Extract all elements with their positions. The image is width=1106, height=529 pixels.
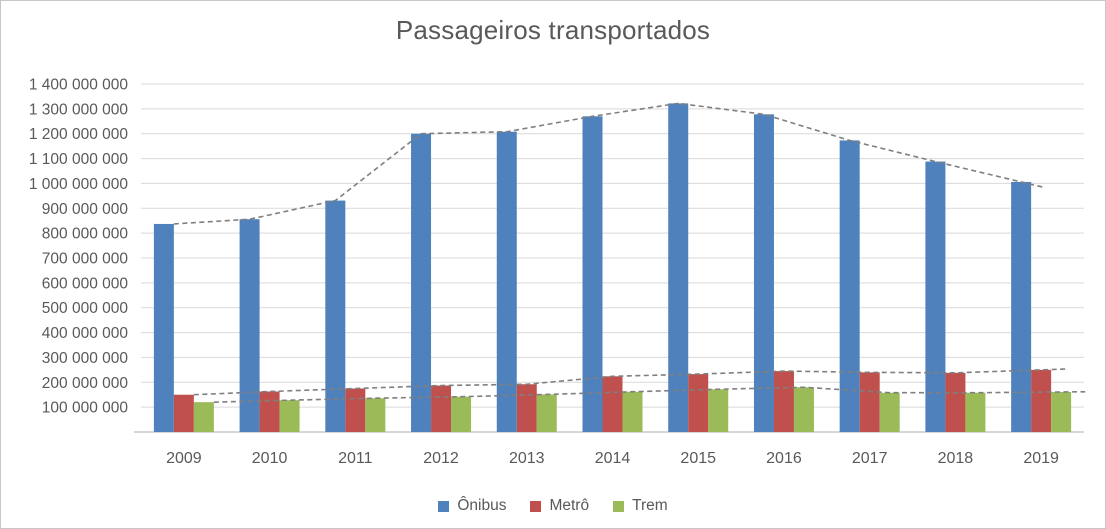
- bar-metrô-2015: [688, 374, 709, 432]
- bar-trem-2019: [1051, 391, 1072, 432]
- bar-metrô-2014: [602, 376, 623, 432]
- chart-title: Passageiros transportados: [395, 15, 711, 45]
- trendline-trem: [213, 386, 1086, 403]
- y-axis-tick-label: 1 300 000 000: [29, 101, 129, 118]
- onibus-swatch-icon: [438, 500, 450, 512]
- y-axis-tick-label: 300 000 000: [42, 350, 129, 367]
- x-axis-tick-label: 2012: [423, 450, 459, 467]
- y-axis-tick-label: 700 000 000: [42, 251, 129, 268]
- bar-ônibus-2010: [239, 219, 260, 432]
- legend-item-onibus: Ônibus: [438, 497, 506, 515]
- bar-ônibus-2013: [496, 131, 517, 432]
- bar-metrô-2018: [945, 372, 966, 432]
- y-axis-tick-label: 800 000 000: [42, 226, 129, 243]
- x-axis-tick-label: 2019: [1023, 450, 1059, 467]
- bar-trem-2012: [451, 396, 472, 432]
- x-axis-tick-label: 2013: [509, 450, 545, 467]
- bar-trem-2017: [879, 392, 900, 432]
- y-axis-tick-label: 200 000 000: [42, 375, 129, 392]
- y-axis-tick-label: 1 000 000 000: [29, 176, 129, 193]
- bar-trem-2016: [793, 387, 814, 432]
- bar-metrô-2017: [859, 372, 880, 432]
- legend-label-onibus: Ônibus: [457, 497, 507, 514]
- bar-ônibus-2009: [153, 223, 174, 432]
- x-axis-tick-label: 2011: [338, 450, 373, 467]
- legend-label-trem: Trem: [632, 497, 668, 514]
- bar-metrô-2010: [259, 391, 280, 432]
- y-axis-tick-label: 1 400 000 000: [29, 77, 129, 94]
- legend-item-trem: Trem: [613, 497, 668, 515]
- y-axis-tick-label: 100 000 000: [42, 400, 129, 417]
- bar-metrô-2012: [431, 385, 452, 432]
- bar-trem-2018: [965, 392, 986, 432]
- bar-metrô-2013: [516, 384, 537, 432]
- bar-trem-2015: [708, 389, 729, 432]
- x-axis-tick-label: 2016: [766, 450, 802, 467]
- bar-trem-2009: [193, 402, 214, 432]
- trem-swatch-icon: [613, 500, 625, 512]
- y-axis-tick-label: 400 000 000: [42, 325, 129, 342]
- bar-metrô-2009: [173, 394, 194, 432]
- bar-metrô-2011: [345, 388, 366, 432]
- bar-trem-2013: [536, 394, 557, 432]
- bar-ônibus-2011: [325, 200, 346, 432]
- x-axis-tick-label: 2014: [595, 450, 631, 467]
- bar-metrô-2016: [773, 371, 794, 432]
- bar-ônibus-2018: [925, 161, 946, 432]
- x-axis-tick-label: 2018: [938, 450, 974, 467]
- legend: Ônibus Metrô Trem: [1, 497, 1105, 515]
- bar-ônibus-2012: [411, 133, 432, 432]
- bar-ônibus-2016: [753, 114, 774, 432]
- y-axis-tick-label: 600 000 000: [42, 275, 129, 292]
- x-axis-tick-label: 2015: [680, 450, 716, 467]
- y-axis-tick-label: 500 000 000: [42, 300, 129, 317]
- legend-label-metro: Metrô: [549, 497, 590, 514]
- y-axis-tick-label: 1 100 000 000: [29, 151, 129, 168]
- x-axis-tick-label: 2017: [852, 450, 888, 467]
- bar-metrô-2019: [1031, 369, 1052, 432]
- y-axis-tick-label: 1 200 000 000: [29, 126, 129, 143]
- bar-ônibus-2019: [1011, 181, 1032, 432]
- legend-item-metro: Metrô: [530, 497, 589, 515]
- bar-ônibus-2017: [839, 140, 860, 432]
- bar-trem-2014: [622, 391, 643, 432]
- trendline-metrô: [193, 368, 1066, 396]
- x-axis-tick-label: 2009: [166, 450, 202, 467]
- x-axis-tick-label: 2010: [252, 450, 288, 467]
- bar-ônibus-2015: [668, 103, 689, 432]
- metro-swatch-icon: [530, 500, 542, 512]
- y-axis-tick-label: 900 000 000: [42, 201, 129, 218]
- bar-trem-2010: [279, 400, 300, 432]
- bar-trem-2011: [365, 398, 386, 432]
- trendline-ônibus: [173, 102, 1046, 225]
- bar-ônibus-2014: [582, 116, 603, 433]
